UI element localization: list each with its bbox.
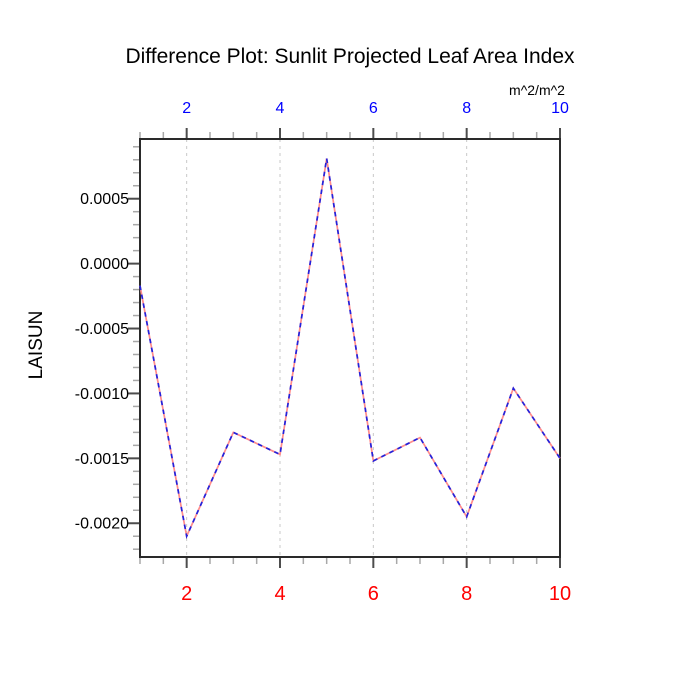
x-axis-bottom-tick-label: 8 — [461, 583, 472, 605]
x-axis-bottom-tick-label: 10 — [549, 583, 571, 605]
y-axis-tick-label: 0.0000 — [80, 256, 129, 273]
x-axis-bottom-tick-label: 6 — [368, 583, 379, 605]
difference-line-dash-overlay — [139, 158, 561, 540]
y-axis-tick-label: -0.0010 — [75, 386, 129, 403]
plot-title: Difference Plot: Sunlit Projected Leaf A… — [125, 45, 575, 68]
plot-frame — [139, 138, 561, 558]
x-axis-top-tick-label: 6 — [369, 100, 378, 117]
x-axis-bottom-tick-label: 2 — [181, 583, 192, 605]
y-axis-tick-label: 0.0005 — [80, 191, 129, 208]
y-axis-tick-label: -0.0015 — [75, 451, 129, 468]
x-axis-bottom-tick-label: 4 — [274, 583, 285, 605]
x-axis-top-tick-label: 2 — [182, 100, 191, 117]
y-axis-tick-label: -0.0005 — [75, 321, 129, 338]
y-axis-tick-label: -0.0020 — [75, 516, 129, 533]
x-axis-top-tick-label: 8 — [462, 100, 471, 117]
x-axis-top-tick-label: 10 — [551, 100, 569, 117]
top-axis-units-label: m^2/m^2 — [509, 82, 565, 98]
difference-line-base — [139, 158, 561, 540]
x-axis-top-tick-label: 4 — [276, 100, 285, 117]
